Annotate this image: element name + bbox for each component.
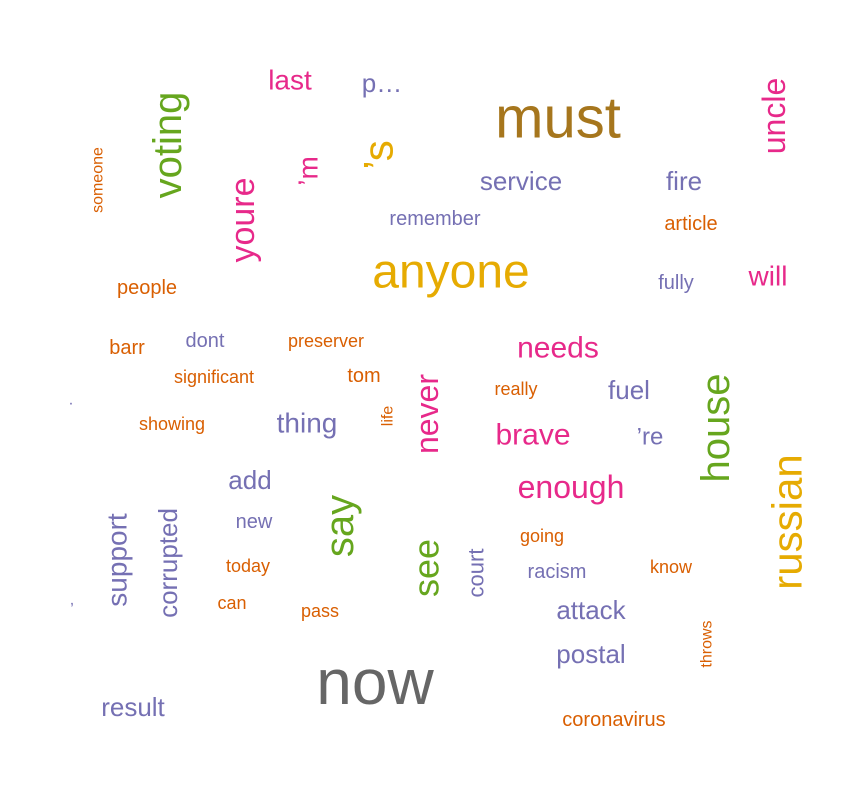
word-13: last	[268, 65, 312, 96]
word-37: ,	[70, 592, 74, 609]
word-3: russian	[764, 454, 811, 589]
word-10: uncle	[756, 78, 792, 155]
word-26: ’re	[637, 424, 664, 451]
word-6: house	[694, 374, 738, 483]
word-1: must	[495, 86, 621, 151]
word-21: remember	[389, 208, 480, 230]
word-39: article	[664, 213, 717, 235]
word-47: life	[380, 406, 397, 427]
word-11: never	[409, 374, 445, 454]
word-9: youre	[224, 177, 262, 262]
word-33: support	[102, 513, 133, 607]
word-28: new	[236, 511, 273, 533]
word-43: significant	[174, 367, 254, 387]
word-8: see	[406, 539, 447, 597]
word-25: thing	[277, 408, 338, 439]
word-16: brave	[495, 419, 570, 452]
word-17: enough	[518, 469, 625, 505]
word-19: service	[480, 166, 562, 196]
word-29: racism	[528, 561, 587, 583]
word-44: tom	[347, 365, 380, 387]
word-5: voting	[146, 92, 190, 199]
word-18: p…	[362, 68, 402, 98]
word-35: court	[464, 549, 489, 598]
word-48: going	[520, 526, 564, 546]
word-53: throws	[699, 620, 716, 667]
word-22: fully	[658, 272, 694, 294]
word-30: attack	[556, 595, 626, 625]
word-46: showing	[139, 414, 205, 434]
word-45: really	[494, 379, 537, 399]
word-14: will	[748, 261, 788, 292]
word-4: ’s	[355, 140, 402, 170]
word-54: coronavirus	[562, 709, 665, 731]
word-49: know	[650, 557, 693, 577]
word-15: needs	[517, 332, 599, 365]
word-7: say	[318, 495, 362, 557]
word-23: dont	[186, 330, 225, 352]
word-27: add	[228, 465, 271, 495]
word-31: postal	[556, 639, 625, 669]
word-41: barr	[109, 337, 145, 359]
word-0: now	[316, 646, 434, 718]
word-42: preserver	[288, 331, 364, 351]
word-52: pass	[301, 601, 339, 621]
word-12: ’m	[293, 156, 324, 186]
word-20: fire	[666, 166, 702, 196]
word-38: someone	[90, 147, 107, 213]
word-50: today	[226, 556, 270, 576]
word-2: anyone	[372, 246, 529, 299]
word-40: people	[117, 277, 177, 299]
word-34: corrupted	[153, 508, 183, 618]
word-36: .	[69, 392, 73, 409]
word-32: result	[101, 692, 165, 722]
word-24: fuel	[608, 375, 650, 405]
word-51: can	[217, 593, 246, 613]
